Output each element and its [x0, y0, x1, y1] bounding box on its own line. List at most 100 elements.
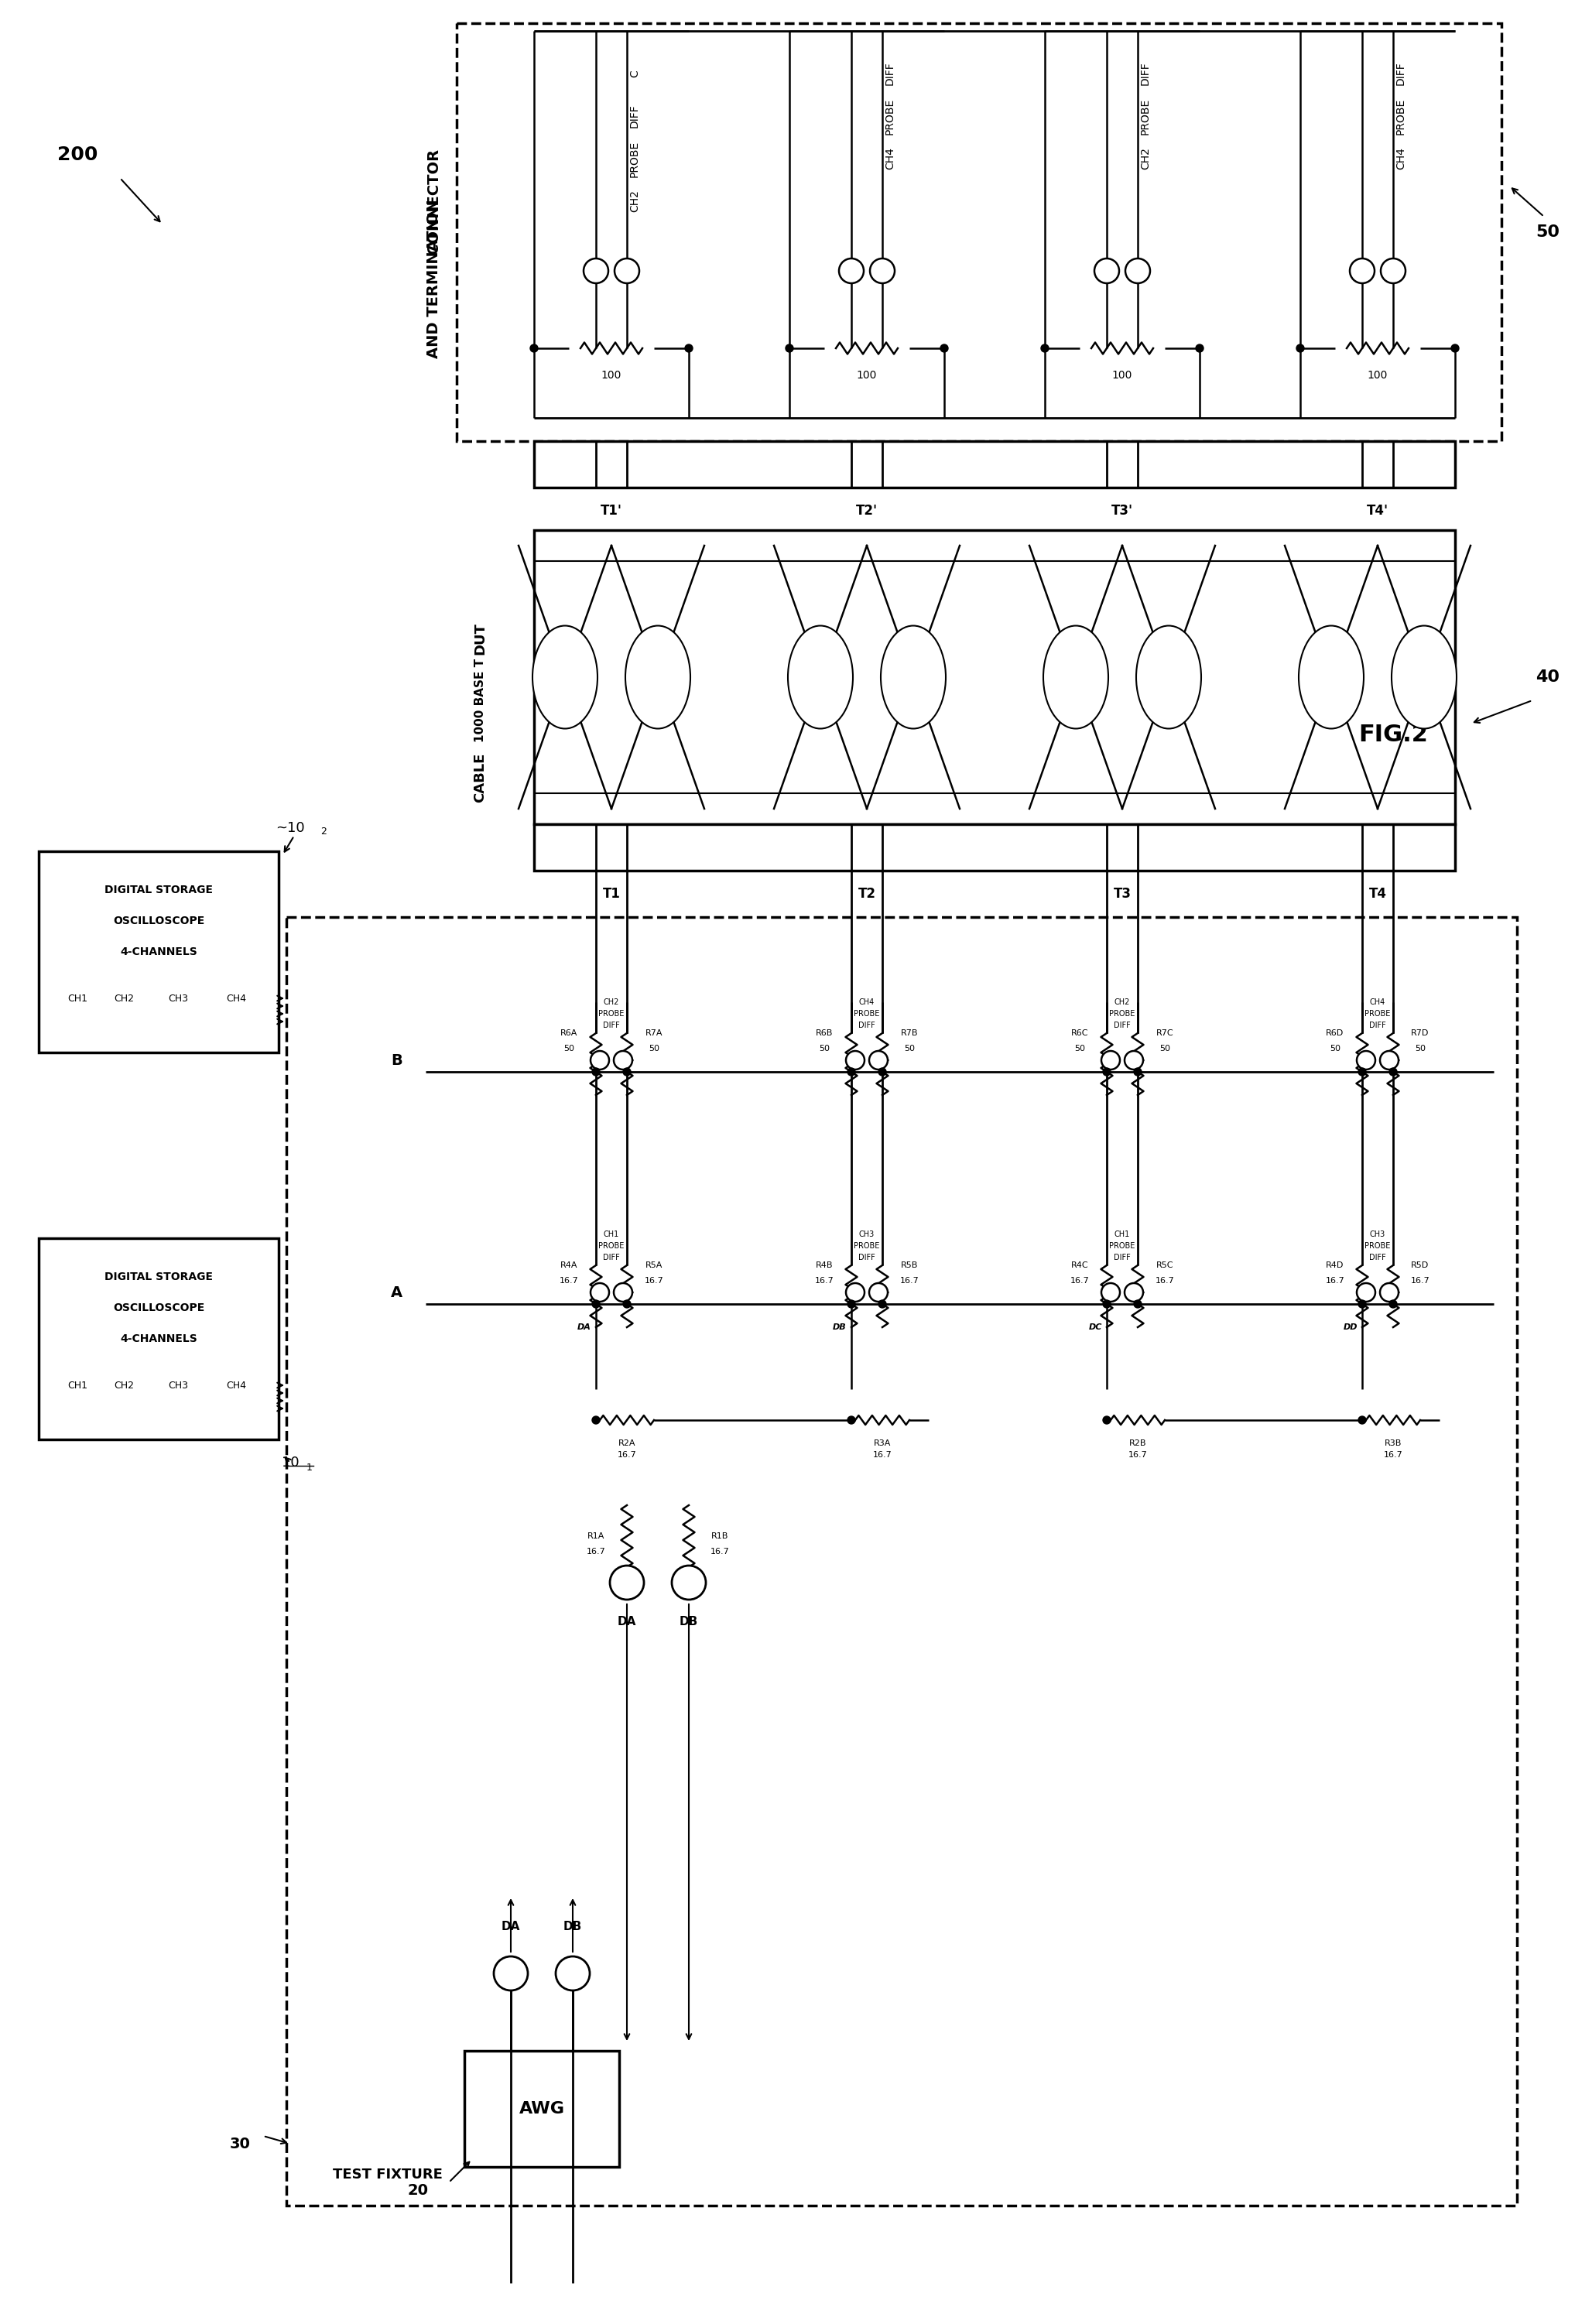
Text: T2': T2': [855, 504, 877, 518]
Text: 50: 50: [904, 1046, 915, 1053]
Text: AND TERMINATION: AND TERMINATION: [427, 200, 441, 358]
Circle shape: [531, 344, 539, 353]
Text: R2B: R2B: [1129, 1439, 1147, 1448]
Circle shape: [1125, 1050, 1143, 1069]
Text: DIFF: DIFF: [1395, 63, 1406, 86]
Text: 50: 50: [1414, 1046, 1425, 1053]
Text: DIFF: DIFF: [1369, 1023, 1386, 1030]
Circle shape: [1380, 1283, 1399, 1301]
Text: CH2: CH2: [603, 999, 619, 1006]
Text: DUT: DUT: [472, 623, 487, 655]
Circle shape: [1389, 1299, 1397, 1308]
Circle shape: [1125, 258, 1150, 284]
Circle shape: [1358, 1299, 1366, 1308]
Text: DB: DB: [679, 1615, 698, 1627]
Text: CH2: CH2: [1140, 146, 1151, 170]
Text: 20: 20: [408, 2182, 428, 2199]
Text: 16.7: 16.7: [586, 1548, 605, 1555]
Text: 50: 50: [1159, 1046, 1170, 1053]
Text: CH4: CH4: [1395, 146, 1406, 170]
Circle shape: [614, 1050, 632, 1069]
Circle shape: [1101, 1050, 1120, 1069]
Text: C: C: [630, 70, 639, 77]
Text: 100: 100: [602, 370, 622, 381]
Circle shape: [1101, 1283, 1120, 1301]
Circle shape: [591, 1050, 610, 1069]
Circle shape: [592, 1069, 600, 1076]
Circle shape: [839, 258, 863, 284]
Text: T4': T4': [1367, 504, 1389, 518]
Circle shape: [1134, 1069, 1142, 1076]
Text: T3': T3': [1112, 504, 1132, 518]
Text: R7C: R7C: [1156, 1030, 1173, 1037]
Text: 16.7: 16.7: [814, 1276, 833, 1285]
Circle shape: [624, 1299, 630, 1308]
Text: 16.7: 16.7: [1154, 1276, 1175, 1285]
Text: 1: 1: [307, 1462, 312, 1473]
Text: PROBE: PROBE: [630, 139, 639, 177]
Text: CH4: CH4: [885, 146, 896, 170]
Text: 10: 10: [282, 1455, 299, 1469]
Text: PROBE: PROBE: [1364, 1011, 1391, 1018]
Text: CH2: CH2: [113, 1380, 134, 1390]
Text: 16.7: 16.7: [1326, 1276, 1345, 1285]
Text: CH3: CH3: [169, 992, 187, 1004]
Text: 16.7: 16.7: [899, 1276, 918, 1285]
Circle shape: [1296, 344, 1304, 353]
Text: DIGITAL STORAGE: DIGITAL STORAGE: [104, 885, 213, 895]
Text: R4B: R4B: [816, 1262, 833, 1269]
Circle shape: [592, 1415, 600, 1425]
Circle shape: [592, 1299, 600, 1308]
Text: OSCILLOSCOPE: OSCILLOSCOPE: [113, 916, 205, 927]
Text: 40: 40: [1536, 669, 1559, 686]
Circle shape: [1095, 258, 1120, 284]
Bar: [287, 918, 1517, 2205]
Text: OSCILLOSCOPE: OSCILLOSCOPE: [113, 1301, 205, 1313]
Text: DIGITAL STORAGE: DIGITAL STORAGE: [104, 1271, 213, 1283]
Text: 4-CHANNELS: 4-CHANNELS: [120, 946, 197, 957]
Circle shape: [869, 1050, 888, 1069]
Text: TEST FIXTURE: TEST FIXTURE: [332, 2168, 443, 2182]
Text: DA: DA: [501, 1922, 520, 1934]
Text: CH4: CH4: [858, 999, 874, 1006]
Text: 2: 2: [320, 827, 326, 837]
Text: PROBE: PROBE: [1395, 98, 1406, 135]
Bar: [39, 1239, 279, 1439]
Circle shape: [786, 344, 794, 353]
Bar: [534, 442, 1455, 488]
Circle shape: [614, 258, 639, 284]
Ellipse shape: [788, 625, 854, 730]
Text: R1B: R1B: [712, 1532, 728, 1541]
Text: T2: T2: [858, 888, 876, 902]
Text: DIFF: DIFF: [1369, 1253, 1386, 1262]
Text: CH3: CH3: [1370, 1229, 1386, 1239]
Circle shape: [1102, 1299, 1110, 1308]
Text: 16.7: 16.7: [644, 1276, 663, 1285]
Circle shape: [591, 1283, 610, 1301]
Text: 200: 200: [57, 146, 98, 165]
Text: DC: DC: [1088, 1322, 1102, 1332]
Text: 30: 30: [230, 2136, 250, 2152]
Circle shape: [1358, 1415, 1366, 1425]
Text: 50: 50: [1329, 1046, 1340, 1053]
Text: R7B: R7B: [901, 1030, 918, 1037]
Ellipse shape: [880, 625, 945, 730]
Bar: [465, 2050, 619, 2166]
Text: R6C: R6C: [1071, 1030, 1088, 1037]
Text: T4: T4: [1369, 888, 1386, 902]
Circle shape: [1451, 344, 1458, 353]
Circle shape: [614, 1283, 632, 1301]
Circle shape: [673, 1566, 706, 1599]
Text: CONNECTOR: CONNECTOR: [427, 149, 441, 253]
Text: DA: DA: [617, 1615, 636, 1627]
Text: PROBE: PROBE: [1140, 98, 1151, 135]
Text: PROBE: PROBE: [598, 1241, 624, 1250]
Text: R6B: R6B: [816, 1030, 833, 1037]
Text: DD: DD: [1343, 1322, 1358, 1332]
Text: T3: T3: [1114, 888, 1131, 902]
Text: 50: 50: [1536, 225, 1559, 239]
Circle shape: [495, 1957, 528, 1989]
Ellipse shape: [1299, 625, 1364, 730]
Circle shape: [624, 1069, 630, 1076]
Text: 16.7: 16.7: [1128, 1450, 1147, 1459]
